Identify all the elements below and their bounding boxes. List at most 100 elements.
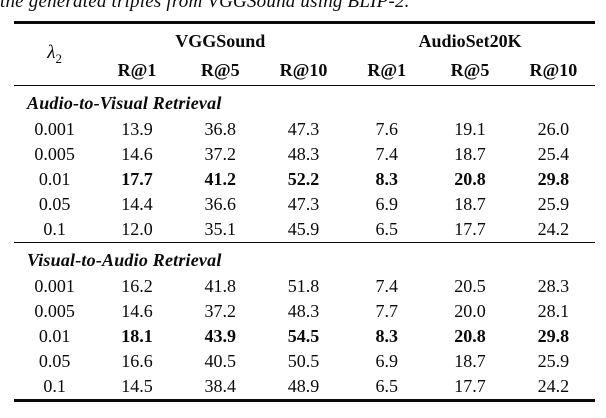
table-row: 0.05 16.6 40.5 50.5 6.9 18.7 25.9 [14, 349, 595, 374]
metric-value: 17.7 [454, 376, 486, 396]
metric-value: 14.6 [121, 144, 153, 164]
metric-value: 36.8 [204, 119, 236, 139]
metric-value: 7.6 [375, 119, 399, 139]
metric-value: 52.2 [287, 169, 320, 189]
metric-value: 7.4 [375, 276, 399, 296]
lambda-value: 0.005 [34, 144, 75, 164]
metric-value: 6.5 [375, 376, 399, 396]
metric-value: 48.9 [287, 376, 320, 396]
metric-value: 47.3 [287, 194, 320, 214]
metric-value: 26.0 [537, 119, 570, 139]
metric-value: 12.0 [121, 219, 153, 239]
col-group-vggsound: VGGSound [175, 30, 266, 51]
metric-value: 54.5 [287, 326, 320, 346]
metric-value: 28.3 [537, 276, 570, 296]
table-caption: the generated triples from VGGSound usin… [0, 0, 606, 12]
lambda-value: 0.05 [38, 351, 71, 371]
table-row: 0.1 12.0 35.1 45.9 6.5 17.7 24.2 [14, 217, 595, 243]
caption-text: the generated triples from VGGSound usin… [0, 0, 410, 12]
section-title: Visual-to-Audio Retrieval [14, 242, 595, 274]
metric-value: 6.5 [375, 219, 399, 239]
metric-value: 40.5 [204, 351, 236, 371]
lambda-symbol: λ [47, 42, 56, 64]
metric-value: 20.0 [454, 301, 486, 321]
metric-value: 47.3 [287, 119, 320, 139]
col-group-audioset20k: AudioSet20K [418, 30, 522, 51]
col-header-vgg-r5: R@5 [178, 56, 262, 86]
metric-value: 50.5 [287, 351, 320, 371]
metric-value: 41.2 [204, 169, 236, 189]
metric-value: 13.9 [121, 119, 153, 139]
col-header-as-r1: R@1 [345, 56, 429, 86]
metric-value: 18.7 [454, 351, 486, 371]
lambda-value: 0.05 [38, 194, 71, 214]
metric-value: 28.1 [537, 301, 570, 321]
metric-value: 35.1 [204, 219, 236, 239]
group-header-row: λ2 VGGSound AudioSet20K [14, 22, 595, 86]
metric-value: 48.3 [287, 301, 320, 321]
lambda-subscript: 2 [55, 50, 63, 66]
metric-value: 25.4 [537, 144, 570, 164]
metric-value: 16.6 [121, 351, 153, 371]
section-title: Audio-to-Visual Retrieval [27, 93, 222, 113]
metric-value: 7.4 [375, 144, 399, 164]
table-row: 0.05 14.4 36.6 47.3 6.9 18.7 25.9 [14, 192, 595, 217]
metric-value: 48.3 [287, 144, 320, 164]
metric-value: 29.8 [537, 169, 570, 189]
metric-value: 20.8 [454, 169, 486, 189]
metric-value: 25.9 [537, 351, 570, 371]
metric-value: 14.4 [121, 194, 153, 214]
lambda-value: 0.001 [34, 119, 75, 139]
lambda-value: 0.005 [34, 301, 75, 321]
metric-value: 38.4 [204, 376, 236, 396]
table-body: Audio-to-Visual Retrieval 0.001 13.9 36.8 47… [14, 86, 595, 401]
metric-value: 6.9 [375, 194, 399, 214]
table-row: 0.01 17.7 41.2 52.2 8.3 20.8 29.8 [14, 167, 595, 192]
lambda-value: 0.01 [38, 326, 71, 346]
metric-value: 25.9 [537, 194, 570, 214]
table-row: 0.001 13.9 36.8 47.3 7.6 19.1 26.0 [14, 117, 595, 142]
metric-value: 18.7 [454, 144, 486, 164]
lambda-value: 0.001 [34, 276, 75, 296]
col-header-as-r5: R@5 [428, 56, 512, 86]
results-table: λ2 VGGSound AudioSet20K R@1 R@5 R@10 R@1… [14, 21, 595, 402]
metric-value: 24.2 [537, 376, 570, 396]
metric-value: 18.7 [454, 194, 486, 214]
metric-value: 36.6 [204, 194, 236, 214]
metric-value: 20.8 [454, 326, 486, 346]
section-title-row: Visual-to-Audio Retrieval [14, 242, 595, 274]
lambda-value: 0.01 [38, 169, 71, 189]
col-header-vgg-r10: R@10 [261, 56, 346, 86]
metric-header-row: R@1 R@5 R@10 R@1 R@5 R@10 [14, 56, 595, 86]
table-row: 0.005 14.6 37.2 48.3 7.7 20.0 28.1 [14, 299, 595, 324]
lambda2-header: λ2 [14, 22, 96, 86]
metric-value: 17.7 [121, 169, 153, 189]
metric-value: 18.1 [121, 326, 153, 346]
table-header: λ2 VGGSound AudioSet20K R@1 R@5 R@10 R@1… [14, 22, 595, 86]
table-row: 0.01 18.1 43.9 54.5 8.3 20.8 29.8 [14, 324, 595, 349]
col-header-as-r10: R@10 [511, 56, 595, 86]
section-title-row: Audio-to-Visual Retrieval [14, 86, 595, 118]
metric-value: 24.2 [537, 219, 570, 239]
metric-value: 8.3 [375, 326, 399, 346]
metric-value: 8.3 [375, 169, 399, 189]
metric-value: 17.7 [454, 219, 486, 239]
metric-value: 20.5 [454, 276, 486, 296]
col-header-vgg-r1: R@1 [95, 56, 179, 86]
metric-value: 37.2 [204, 301, 236, 321]
table-row: 0.005 14.6 37.2 48.3 7.4 18.7 25.4 [14, 142, 595, 167]
metric-value: 45.9 [287, 219, 320, 239]
lambda-value: 0.1 [43, 219, 66, 239]
metric-value: 37.2 [204, 144, 236, 164]
metric-value: 41.8 [204, 276, 236, 296]
metric-value: 14.6 [121, 301, 153, 321]
metric-value: 7.7 [375, 301, 399, 321]
lambda-value: 0.1 [43, 376, 66, 396]
metric-value: 14.5 [121, 376, 153, 396]
metric-value: 16.2 [121, 276, 153, 296]
metric-value: 29.8 [537, 326, 570, 346]
metric-value: 6.9 [375, 351, 399, 371]
metric-value: 43.9 [204, 326, 236, 346]
table-row: 0.001 16.2 41.8 51.8 7.4 20.5 28.3 [14, 274, 595, 299]
